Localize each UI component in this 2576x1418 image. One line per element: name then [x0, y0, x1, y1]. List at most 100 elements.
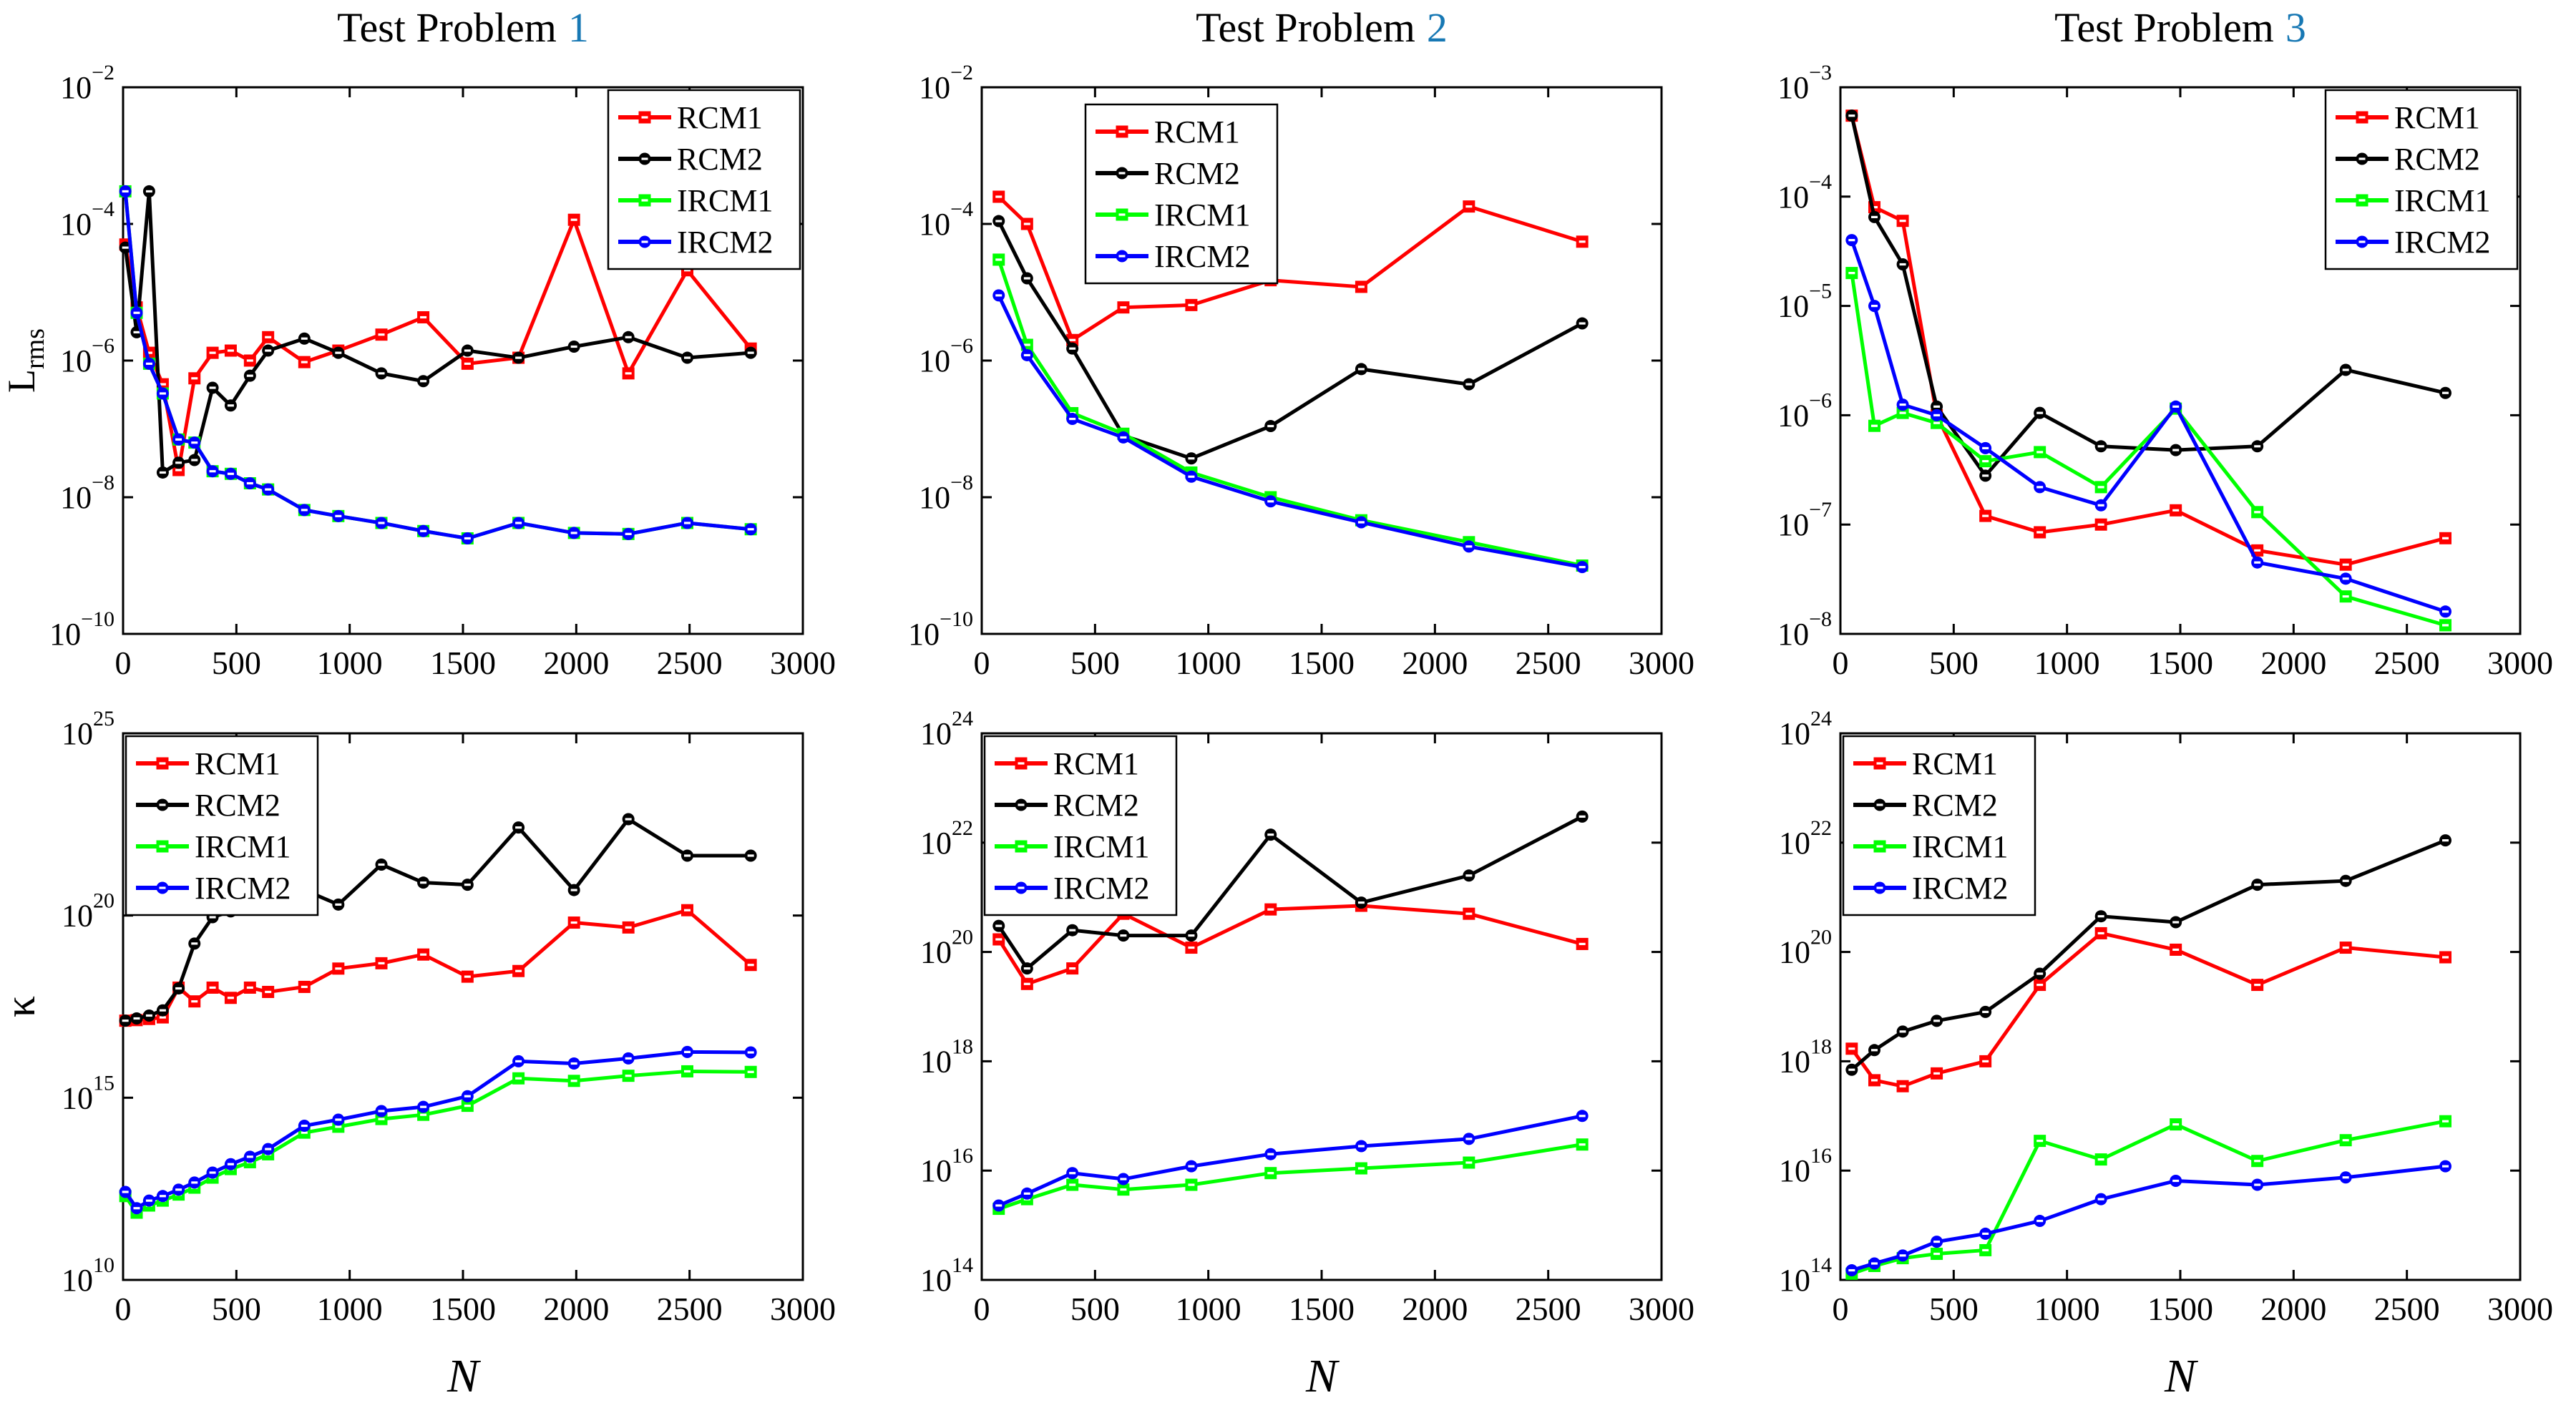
marker-center-dash — [265, 1148, 272, 1150]
y-tick-label: 1020 — [920, 926, 973, 970]
x-tick-label: 1000 — [317, 645, 383, 681]
marker-center-dash — [2097, 504, 2104, 507]
marker-center-dash — [145, 190, 152, 193]
legend-label: RCM1 — [2394, 100, 2480, 135]
marker-center-dash — [464, 362, 471, 365]
marker-center-dash — [1188, 475, 1195, 478]
marker-center-dash — [995, 258, 1002, 261]
y-tick-label: 1016 — [920, 1144, 973, 1188]
marker-center-dash — [159, 471, 166, 474]
marker-center-dash — [1267, 1153, 1274, 1155]
marker-center-dash — [1465, 1161, 1473, 1164]
marker-center-dash — [2358, 157, 2366, 160]
marker-center-dash — [246, 481, 253, 485]
marker-center-dash — [420, 881, 427, 884]
legend-label: IRCM1 — [1053, 829, 1149, 864]
marker-center-dash — [1357, 1167, 1365, 1170]
series-line-RCM1 — [997, 904, 1583, 986]
marker-center-dash — [159, 1009, 166, 1012]
marker-center-dash — [1118, 213, 1126, 216]
marker-center-dash — [1357, 1145, 1365, 1148]
marker-center-dash — [2254, 883, 2261, 886]
marker-center-dash — [515, 826, 522, 829]
y-tick-label: 10−4 — [919, 197, 973, 242]
marker-center-dash — [1188, 1183, 1195, 1186]
subplot-top-left: Test Problem 1 0 500 1000 1500 2000 2500 3000 10… — [0, 0, 859, 709]
marker-center-dash — [2442, 537, 2449, 539]
marker-center-dash — [122, 1190, 129, 1193]
marker-center-dash — [1848, 1268, 1855, 1272]
marker-center-dash — [2342, 879, 2349, 882]
marker-center-dash — [747, 964, 754, 967]
marker-center-dash — [133, 1017, 140, 1020]
marker-center-dash — [175, 469, 182, 471]
marker-center-dash — [1267, 833, 1274, 836]
marker-center-dash — [464, 537, 471, 540]
marker-center-dash — [641, 116, 648, 119]
marker-center-dash — [684, 522, 691, 524]
marker-center-dash — [515, 1077, 522, 1080]
marker-center-dash — [227, 404, 234, 407]
subplot-top-right: Test Problem 3 0 500 1000 1500 2000 2500 3000 10… — [1717, 0, 2576, 709]
marker-center-dash — [159, 1016, 166, 1019]
marker-center-dash — [1579, 1143, 1586, 1146]
marker-center-dash — [1465, 912, 1473, 915]
x-tick-label: 2000 — [543, 1291, 609, 1327]
marker-center-dash — [1120, 436, 1127, 439]
x-tick-label: 2500 — [657, 645, 723, 681]
marker-center-dash — [515, 522, 522, 524]
x-tick-label: 2500 — [2374, 1291, 2440, 1327]
marker-center-dash — [159, 1195, 166, 1198]
plot-area: 0 500 1000 1500 2000 2500 3000 10−8 10−7 10−6 10−5… — [1777, 61, 2553, 681]
marker-center-dash — [145, 362, 152, 365]
marker-center-dash — [209, 351, 216, 354]
marker-center-dash — [335, 1118, 342, 1121]
marker-center-dash — [1120, 934, 1127, 937]
x-tick-label: 3000 — [1629, 1291, 1694, 1327]
plot-frame — [980, 86, 1663, 635]
marker-center-dash — [570, 1062, 577, 1065]
marker-center-dash — [159, 392, 166, 395]
marker-center-dash — [464, 884, 471, 886]
marker-center-dash — [2254, 511, 2261, 514]
marker-center-dash — [684, 356, 691, 359]
marker-center-dash — [1982, 474, 1989, 477]
marker-center-dash — [1933, 1072, 1941, 1075]
legend-label: IRCM1 — [1912, 829, 2008, 864]
marker-center-dash — [1465, 205, 1473, 208]
marker-center-dash — [265, 349, 272, 352]
marker-center-dash — [1871, 1049, 1878, 1052]
chart-lrms-tp1: 0 500 1000 1500 2000 2500 3000 10−10 10−8 10−6 10−… — [0, 61, 836, 681]
legend-label: IRCM1 — [677, 183, 773, 218]
marker-center-dash — [1899, 1254, 1906, 1257]
x-tick-label: 1500 — [1289, 645, 1355, 681]
y-tick-label: 10−8 — [1777, 607, 1832, 652]
marker-center-dash — [301, 509, 308, 512]
plot-title-text: Test Problem — [337, 4, 557, 51]
y-tick-label: 1018 — [1779, 1035, 1832, 1079]
marker-center-dash — [209, 386, 216, 389]
y-tick-label: 10−8 — [60, 471, 114, 515]
series-IRCM2 — [992, 289, 1589, 574]
marker-center-dash — [175, 987, 182, 990]
series-RCM2 — [1845, 109, 2451, 482]
marker-center-dash — [995, 294, 1002, 297]
chart-kappa-tp2: 0 500 1000 1500 2000 2500 3000 1014 1016 1018 1020… — [920, 709, 1694, 1402]
marker-center-dash — [159, 762, 166, 765]
y-tick-label: 1014 — [1779, 1253, 1832, 1298]
marker-center-dash — [191, 942, 198, 945]
marker-center-dash — [464, 1095, 471, 1097]
marker-center-dash — [2172, 405, 2180, 408]
chart-kappa-tp3: 0 500 1000 1500 2000 2500 3000 1014 1016 1018 1020… — [1779, 709, 2553, 1402]
marker-center-dash — [1267, 500, 1274, 503]
legend-label: IRCM2 — [677, 225, 773, 260]
marker-center-dash — [1023, 982, 1030, 985]
marker-center-dash — [2036, 411, 2044, 414]
x-tick-label: 3000 — [770, 1291, 836, 1327]
marker-center-dash — [2172, 948, 2180, 952]
marker-center-dash — [301, 337, 308, 340]
marker-center-dash — [265, 990, 272, 994]
marker-center-dash — [2036, 983, 2044, 987]
x-tick-label: 2000 — [1402, 1291, 1468, 1327]
